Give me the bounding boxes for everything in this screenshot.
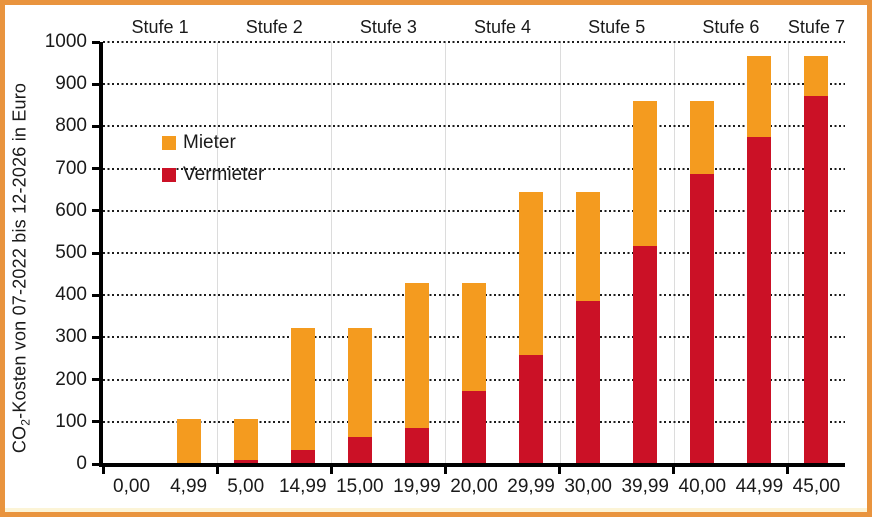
bar-segment-mieter	[633, 101, 658, 247]
bar-segment-vermieter	[233, 459, 258, 464]
y-tick-label: 200	[55, 368, 87, 390]
y-tick-label: 400	[55, 284, 87, 306]
x-tick-label: 20,00	[450, 476, 498, 497]
legend: Mieter Vermieter	[162, 132, 264, 196]
y-tick-mark	[92, 462, 100, 466]
group-separator	[331, 42, 333, 466]
y-tick-mark	[92, 40, 100, 44]
gridline-700	[103, 167, 845, 170]
x-tick-label: 40,00	[678, 476, 727, 497]
y-tick-label: 500	[55, 242, 87, 263]
x-tick-label: 30,00	[564, 476, 612, 497]
group-separator	[445, 42, 447, 466]
gridline-1000	[103, 41, 845, 43]
y-tick-label: 600	[55, 199, 87, 221]
bar-segment-vermieter	[519, 355, 544, 464]
bar-segment-mieter	[576, 191, 601, 301]
x-tick-mark	[329, 467, 333, 474]
group-separator	[787, 42, 789, 466]
x-tick-label: 0,00	[113, 476, 151, 497]
legend-swatch-vermieter	[162, 168, 176, 182]
y-tick-mark	[92, 335, 100, 339]
chart-area: CO2-Kosten von 07-2022 bis 12-2026 in Eu…	[5, 5, 867, 512]
y-tick-label: 700	[55, 157, 87, 179]
y-tick-mark	[92, 293, 100, 297]
gridline-800	[103, 125, 845, 128]
bar-segment-mieter	[747, 55, 772, 138]
y-tick-label: 800	[55, 115, 87, 137]
x-tick-label: 15,00	[336, 476, 384, 497]
y-tick-mark	[92, 378, 100, 382]
bar-segment-mieter	[347, 328, 372, 437]
x-tick-label: 14,99	[278, 476, 327, 497]
group-label-stufe-1: Stufe 1	[131, 17, 189, 37]
bar-segment-vermieter	[804, 96, 829, 464]
legend-label: Mieter	[183, 132, 236, 153]
y-axis-line	[99, 42, 103, 467]
legend-swatch-mieter	[162, 136, 176, 150]
group-separator	[559, 42, 561, 466]
bar-segment-mieter	[519, 191, 544, 356]
frame-bottom-highlight	[5, 508, 867, 512]
bar-segment-mieter	[804, 55, 829, 97]
x-tick-mark	[101, 467, 105, 474]
bar-segment-mieter	[233, 418, 258, 460]
y-axis-title-text: CO	[9, 425, 30, 454]
gridline-500	[103, 252, 845, 254]
x-tick-label: 19,99	[393, 476, 441, 497]
x-tick-mark	[443, 467, 447, 474]
x-axis-line	[99, 463, 845, 467]
legend-label: Vermieter	[183, 164, 265, 185]
x-tick-label: 45,00	[792, 476, 841, 497]
bar-segment-vermieter	[347, 436, 372, 464]
bar-segment-mieter	[462, 282, 486, 392]
y-tick-mark	[92, 82, 100, 86]
legend-item-vermieter: Vermieter	[162, 164, 264, 186]
y-tick-label: 300	[55, 326, 87, 348]
y-tick-label: 900	[55, 73, 87, 95]
gridline-900	[103, 83, 845, 86]
x-tick-mark	[558, 467, 562, 474]
bar-segment-vermieter	[404, 427, 429, 464]
bar-segment-vermieter	[462, 391, 486, 464]
y-tick-mark	[92, 251, 100, 255]
y-tick-mark	[92, 209, 100, 213]
bar-segment-mieter	[290, 328, 315, 451]
group-label-stufe-4: Stufe 4	[474, 17, 532, 37]
bar-segment-vermieter	[576, 300, 601, 464]
group-separator	[673, 42, 675, 466]
bar-segment-vermieter	[690, 173, 715, 464]
x-tick-label: 44,99	[735, 476, 784, 497]
x-tick-mark	[786, 467, 790, 474]
x-tick-label: 29,99	[507, 476, 555, 497]
x-tick-label: 5,00	[227, 476, 265, 497]
x-tick-label: 39,99	[621, 476, 669, 497]
y-tick-mark	[92, 420, 100, 424]
y-tick-label: 100	[55, 410, 87, 432]
bar-segment-vermieter	[747, 137, 772, 464]
y-tick-mark	[92, 167, 100, 171]
legend-item-mieter: Mieter	[162, 132, 264, 154]
y-axis-title-text-rest: -Kosten von 07-2022 bis 12-2026 in Euro	[9, 82, 30, 419]
x-tick-mark	[672, 467, 676, 474]
group-label-stufe-7: Stufe 7	[787, 17, 845, 37]
bar-segment-vermieter	[290, 450, 315, 464]
gridline-600	[103, 209, 845, 212]
bar-segment-mieter	[176, 418, 201, 464]
bar-segment-vermieter	[633, 246, 658, 464]
group-label-stufe-3: Stufe 3	[359, 17, 417, 37]
y-tick-label: 0	[76, 453, 87, 474]
x-tick-label: 4,99	[170, 476, 208, 497]
group-label-stufe-5: Stufe 5	[588, 17, 646, 37]
y-tick-label: 1000	[44, 31, 87, 52]
group-separator	[217, 42, 219, 466]
y-axis-title: CO2-Kosten von 07-2022 bis 12-2026 in Eu…	[10, 83, 33, 453]
group-label-stufe-2: Stufe 2	[245, 17, 303, 37]
bar-segment-mieter	[404, 282, 429, 428]
group-label-stufe-6: Stufe 6	[702, 17, 760, 37]
bar-segment-mieter	[690, 101, 715, 174]
y-tick-mark	[92, 124, 100, 128]
x-tick-mark	[215, 467, 219, 474]
